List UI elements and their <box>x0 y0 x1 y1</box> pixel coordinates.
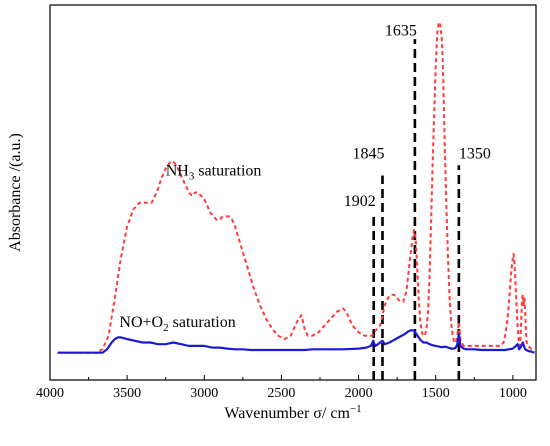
x-axis: 4000 3500 3000 2500 2000 1500 1000 <box>36 375 527 401</box>
x-tick-label: 3500 <box>113 386 141 401</box>
series-layer <box>57 21 535 354</box>
x-tick-label: 1000 <box>499 386 527 401</box>
x-axis-title: Wavenumber σ/ cm−1 <box>224 403 361 422</box>
plot-frame <box>49 4 537 381</box>
ref-label-1635: 1635 <box>385 23 417 40</box>
x-tick-label: 3000 <box>190 386 218 401</box>
x-tick-label: 2500 <box>267 386 295 401</box>
x-tick-label: 2000 <box>345 386 373 401</box>
ref-label-1845: 1845 <box>352 145 384 162</box>
series-label-no_o2: NO+O2 saturation <box>119 314 235 334</box>
y-axis-title: Absorbance /(a.u.) <box>7 133 24 252</box>
series-label-nh3: NH3 saturation <box>166 162 262 182</box>
ref-label-1902: 1902 <box>344 193 376 210</box>
x-tick-label: 1500 <box>422 386 450 401</box>
ref-label-1350: 1350 <box>459 145 491 162</box>
x-tick-label: 4000 <box>36 386 64 401</box>
series-line-nh3 <box>57 21 535 354</box>
series-line-no_o2 <box>57 329 535 354</box>
reference-lines <box>372 39 461 380</box>
annotations: 1902 1845 1635 1350 NH3 saturation NO+O2 satu… <box>119 23 490 334</box>
